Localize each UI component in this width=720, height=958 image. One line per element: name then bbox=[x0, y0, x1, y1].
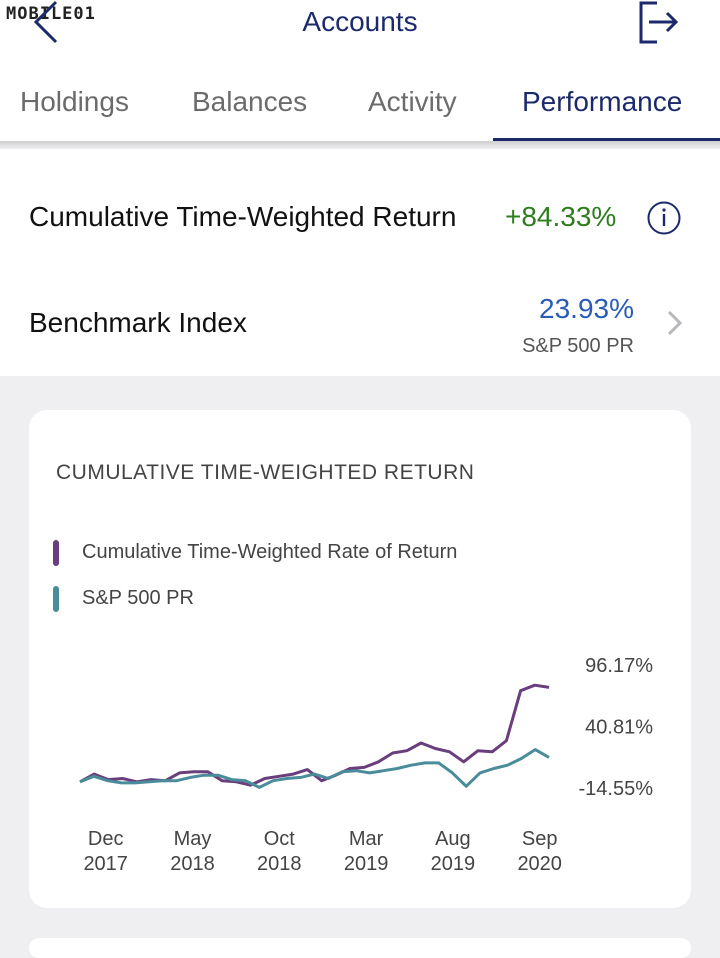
benchmark-value: 23.93% bbox=[539, 293, 634, 324]
chevron-right-icon[interactable] bbox=[666, 309, 684, 337]
tab-performance[interactable]: Performance bbox=[522, 86, 683, 117]
x-tick-label: 2017 bbox=[83, 853, 128, 875]
legend-swatch-sp500 bbox=[53, 586, 59, 612]
x-tick-label: 2019 bbox=[344, 853, 389, 875]
header-shadow bbox=[0, 141, 720, 149]
y-tick-label: 40.81% bbox=[585, 717, 653, 739]
tab-activity[interactable]: Activity bbox=[368, 86, 457, 117]
x-tick-label: 2019 bbox=[431, 853, 476, 875]
cumulative-return-label: Cumulative Time-Weighted Return bbox=[29, 201, 457, 232]
x-tick-label: Oct bbox=[264, 828, 296, 850]
legend-label-portfolio: Cumulative Time-Weighted Rate of Return bbox=[82, 541, 458, 563]
x-tick-label: Dec bbox=[88, 828, 124, 850]
x-tick-label: May bbox=[174, 828, 212, 850]
logout-icon[interactable] bbox=[637, 0, 681, 46]
x-tick-label: 2018 bbox=[170, 853, 215, 875]
tab-balances[interactable]: Balances bbox=[192, 86, 308, 117]
back-arrow-icon[interactable] bbox=[30, 0, 62, 46]
x-tick-label: Sep bbox=[522, 828, 558, 850]
y-tick-label: 96.17% bbox=[585, 655, 653, 677]
tab-bar: Holdings Balances Activity Performance bbox=[0, 80, 720, 141]
tab-holdings[interactable]: Holdings bbox=[20, 86, 129, 117]
line-chart: 96.17% 40.81% -14.55% Dec 2017 May 2018 Oct 2018… bbox=[79, 655, 654, 875]
chart-title: CUMULATIVE TIME-WEIGHTED RETURN bbox=[56, 461, 475, 484]
x-tick-label: 2020 bbox=[517, 853, 562, 875]
y-tick-label: -14.55% bbox=[579, 778, 654, 800]
header-bar: MOBILE01 Accounts Holdings Balances Acti… bbox=[0, 0, 720, 141]
x-tick-label: 2018 bbox=[257, 853, 302, 875]
x-tick-label: Aug bbox=[435, 828, 471, 850]
page-title: Accounts bbox=[302, 6, 418, 37]
x-tick-label: Mar bbox=[349, 828, 384, 850]
series-line-1 bbox=[79, 748, 550, 789]
watermark-logo: MOBILE01 bbox=[6, 4, 96, 24]
legend-swatch-portfolio bbox=[53, 540, 59, 566]
info-icon[interactable] bbox=[647, 201, 681, 235]
benchmark-name: S&P 500 PR bbox=[522, 335, 634, 357]
performance-summary: Cumulative Time-Weighted Return +84.33% … bbox=[0, 149, 720, 376]
next-card bbox=[29, 938, 691, 958]
cumulative-return-value: +84.33% bbox=[505, 201, 617, 232]
active-tab-indicator bbox=[493, 138, 720, 141]
benchmark-label: Benchmark Index bbox=[29, 307, 247, 338]
legend-label-sp500: S&P 500 PR bbox=[82, 587, 194, 609]
chart-card: CUMULATIVE TIME-WEIGHTED RETURN Cumulati… bbox=[29, 410, 691, 908]
series-line-0 bbox=[79, 683, 550, 787]
